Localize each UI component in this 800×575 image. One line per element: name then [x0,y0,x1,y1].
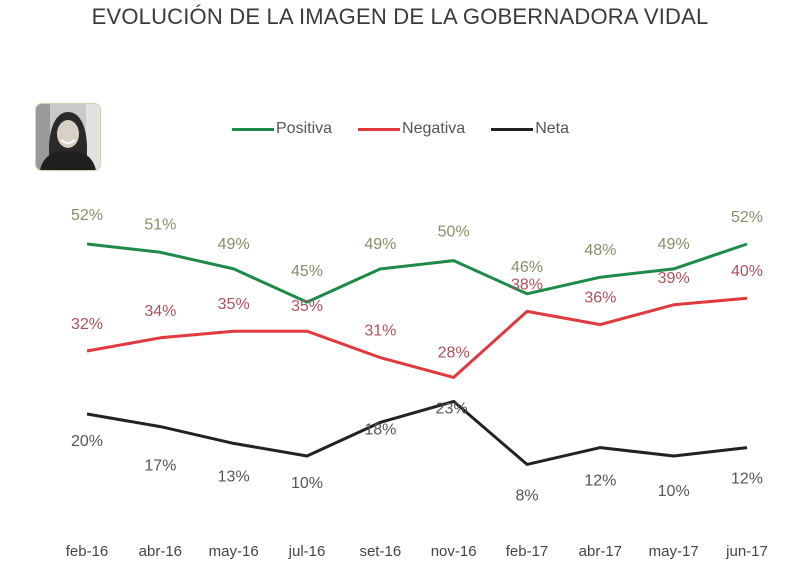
x-tick-label: abr-17 [579,543,622,560]
series-line-negativa [86,296,748,379]
data-label-positiva: 48% [584,242,616,259]
data-label-neta: 13% [218,468,250,485]
chart-title: EVOLUCIÓN DE LA IMAGEN DE LA GOBERNADORA… [91,4,709,29]
data-label-neta: 10% [658,483,690,500]
data-label-neta: 12% [731,471,763,488]
data-label-neta: 17% [144,458,176,475]
data-label-neta: 18% [364,421,396,438]
x-tick-label: may-16 [209,543,259,560]
data-label-positiva: 45% [291,263,323,280]
legend-item-positiva: Positiva [232,120,332,138]
x-tick-label: may-17 [649,543,699,560]
x-tick-label: abr-16 [139,543,182,560]
data-label-positiva: 50% [438,224,470,241]
data-label-negativa: 31% [364,323,396,340]
portrait-photo [36,104,100,170]
series-line-positiva [86,242,748,304]
data-label-positiva: 52% [731,209,763,226]
data-label-negativa: 38% [511,276,543,293]
data-label-positiva: 49% [658,236,690,253]
legend-label-positiva: Positiva [276,120,333,137]
data-label-negativa: 35% [291,298,323,315]
data-label-positiva: 49% [364,236,396,253]
data-label-negativa: 35% [218,296,250,313]
x-tick-label: nov-16 [431,543,477,560]
x-tick-label: feb-17 [506,543,549,560]
legend: Positiva Negativa Neta [232,120,569,138]
legend-label-neta: Neta [535,120,569,137]
data-label-neta: 20% [71,433,103,450]
legend-swatch-positiva [232,127,274,131]
portrait-image [36,104,100,170]
legend-swatch-neta [491,127,534,131]
data-label-positiva: 52% [71,207,103,224]
x-tick-label: jul-16 [288,543,326,560]
data-label-positiva: 46% [511,259,543,276]
data-label-positiva: 49% [218,236,250,253]
data-label-neta: 8% [515,487,538,504]
x-tick-label: feb-16 [66,543,109,560]
x-tick-label: jun-17 [725,543,768,560]
data-label-negativa: 40% [731,263,763,280]
legend-swatch-negativa [358,127,401,131]
data-label-negativa: 34% [144,303,176,320]
data-label-negativa: 28% [438,344,470,361]
data-label-neta: 10% [291,475,323,492]
legend-label-negativa: Negativa [402,120,466,137]
legend-item-neta: Neta [491,120,569,138]
data-label-negativa: 32% [71,316,103,333]
data-label-positiva: 51% [144,216,176,233]
legend-item-negativa: Negativa [358,120,465,138]
data-label-negativa: 39% [658,270,690,287]
data-label-negativa: 36% [584,290,616,307]
data-label-neta: 12% [584,473,616,490]
x-tick-label: set-16 [359,543,401,560]
series-line-neta [86,399,748,466]
data-label-neta: 23% [436,400,468,417]
